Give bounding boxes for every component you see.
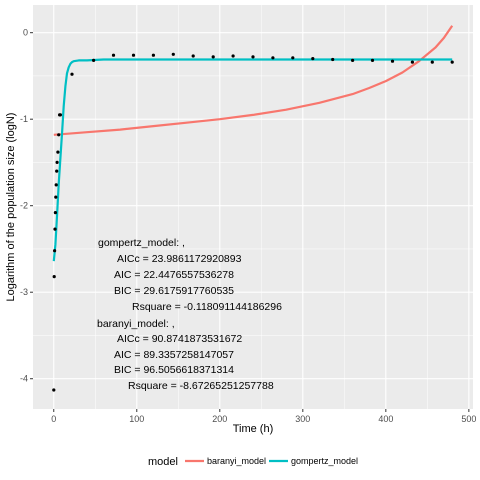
legend: model baranyi_model gompertz_model: [148, 456, 358, 468]
annotation-baranyi-header: baranyi_model: ,: [97, 318, 175, 330]
x-tick-label: 200: [212, 414, 227, 424]
data-point: [450, 60, 454, 64]
data-points: [52, 52, 454, 392]
y-tick-label: -2: [20, 201, 28, 211]
x-axis: 0 100 200 300 400 500: [51, 409, 476, 424]
annotation-gompertz-bic: BIC = 29.6175917760535: [114, 285, 234, 297]
data-point: [390, 59, 395, 63]
model-stats-annotations: gompertz_model: , AICc = 23.986117292089…: [97, 237, 282, 392]
data-point: [370, 58, 375, 63]
legend-label-baranyi: baranyi_model: [207, 456, 266, 466]
annotation-gompertz-header: gompertz_model: ,: [98, 237, 185, 249]
data-point: [430, 60, 434, 64]
data-point: [70, 72, 74, 76]
data-point: [291, 56, 295, 60]
annotation-baranyi-aic: AIC = 89.3357258147057: [114, 349, 234, 361]
data-point: [231, 54, 235, 58]
data-point: [111, 53, 116, 57]
data-point: [56, 150, 60, 154]
data-point: [52, 388, 56, 392]
legend-title: model: [148, 456, 178, 468]
annotation-gompertz-aic: AIC = 22.4476557536278: [114, 269, 234, 281]
grid-major: [33, 5, 473, 409]
data-point: [52, 275, 56, 279]
annotation-gompertz-aicc: AICc = 23.9861172920893: [117, 253, 242, 265]
data-point: [171, 52, 175, 56]
series-line-baranyi_model: [53, 25, 454, 136]
legend-label-gompertz: gompertz_model: [291, 456, 358, 466]
x-tick-label: 400: [378, 414, 393, 424]
y-axis: 0 -1 -2 -3 -4: [20, 28, 33, 384]
x-axis-title: Time (h): [233, 423, 274, 435]
data-point: [54, 195, 58, 199]
y-tick-label: -1: [20, 114, 28, 124]
data-point: [191, 54, 195, 58]
x-tick-label: 500: [461, 414, 476, 424]
data-point: [211, 55, 215, 59]
x-tick-label: 300: [295, 414, 310, 424]
data-point: [53, 211, 58, 215]
data-point: [251, 55, 255, 59]
data-point: [331, 57, 335, 62]
data-point: [55, 169, 59, 173]
annotation-baranyi-rsquare: Rsquare = -8.67265251257788: [128, 380, 274, 392]
grid-minor: [33, 5, 473, 409]
y-tick-label: -4: [20, 374, 28, 384]
x-tick-label: 0: [51, 414, 56, 424]
y-tick-label: 0: [23, 28, 28, 38]
data-point: [92, 58, 96, 63]
data-point: [131, 53, 136, 57]
series-line-gompertz_model: [52, 58, 453, 262]
x-tick-label: 100: [129, 414, 144, 424]
data-point: [58, 113, 63, 117]
data-point: [351, 58, 355, 63]
data-point: [271, 56, 275, 60]
data-point: [151, 53, 155, 57]
series-lines: [52, 25, 454, 262]
data-point: [53, 249, 57, 253]
y-axis-title: Logarithm of the population size (logN): [5, 113, 17, 302]
annotation-baranyi-aicc: AICc = 90.8741873531672: [117, 333, 242, 345]
annotation-gompertz-rsquare: Rsquare = -0.118091144186296: [132, 301, 282, 313]
data-point: [57, 133, 61, 137]
y-tick-label: -3: [20, 287, 28, 297]
data-point: [55, 160, 59, 164]
data-point: [311, 57, 315, 61]
data-point: [54, 183, 58, 187]
data-point: [53, 227, 57, 231]
data-point: [410, 60, 414, 64]
plot-panel: [33, 5, 473, 409]
annotation-baranyi-bic: BIC = 96.5056618371314: [114, 364, 234, 376]
